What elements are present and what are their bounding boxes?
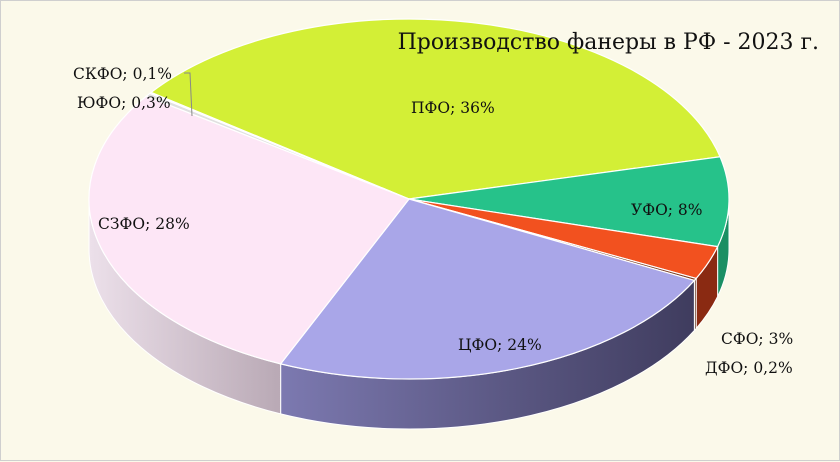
pie-slices xyxy=(88,18,730,380)
slice-цфо xyxy=(279,198,696,380)
leader-lines xyxy=(184,72,193,117)
pie-sides xyxy=(88,198,730,430)
slice-пфо xyxy=(149,18,721,200)
data-labels: ПФО; 36% УФО; 8% СФО; 3% ДФО; 0,2% ЦФО; … xyxy=(73,65,793,377)
leader-line-small-slices xyxy=(184,72,193,117)
label-dfo: ДФО; 0,2% xyxy=(705,359,793,377)
label-ufo: УФО; 8% xyxy=(631,201,703,219)
label-ufo-south: ЮФО; 0,3% xyxy=(77,94,171,112)
slice-скфо xyxy=(148,91,410,200)
label-szfo: СЗФО; 28% xyxy=(98,215,190,233)
slice-уфо xyxy=(408,156,730,248)
label-skfo: СКФО; 0,1% xyxy=(73,65,172,83)
slice-сзфо xyxy=(88,95,410,365)
label-pfo: ПФО; 36% xyxy=(411,99,495,117)
label-cfo: ЦФО; 24% xyxy=(458,336,542,354)
label-sfo: СФО; 3% xyxy=(721,330,793,348)
chart-title: Производство фанеры в РФ - 2023 г. xyxy=(398,30,819,55)
